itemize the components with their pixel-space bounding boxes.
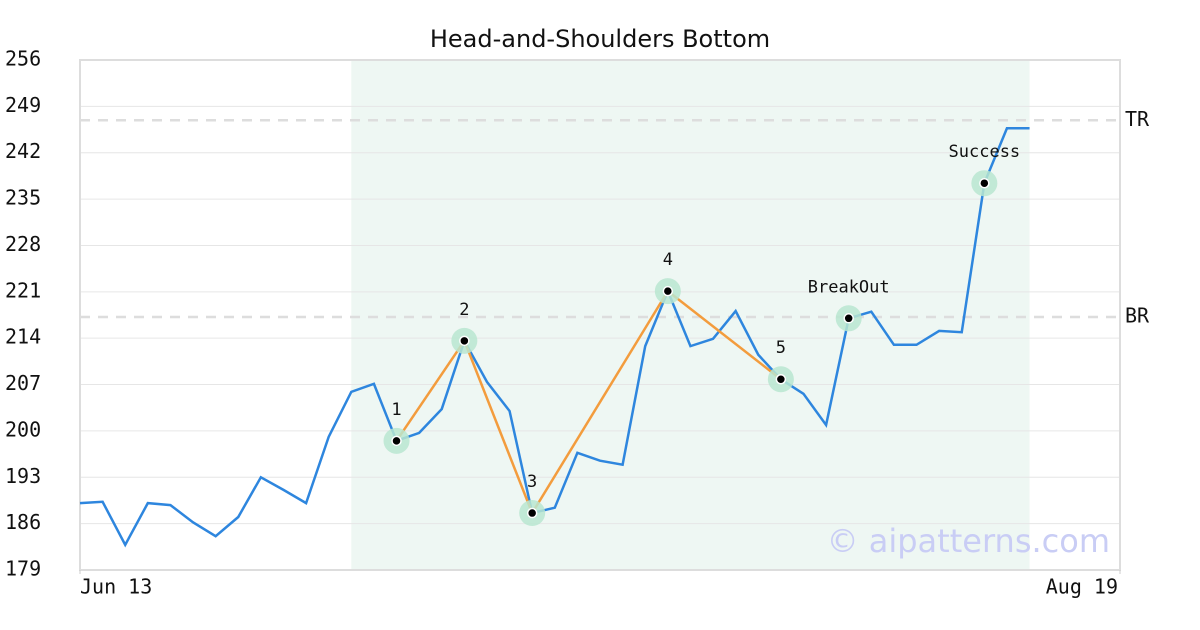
price-line [79,126,1030,548]
y-tick-label: 228 [5,232,41,256]
point-marker [526,507,538,519]
point-marker [459,335,470,347]
point-label: BreakOut [808,277,890,297]
y-tick-label: 249 [5,93,41,117]
point-marker [979,177,990,189]
point-marker [843,313,854,324]
point-label: Success [949,142,1021,162]
y-tick-label: 214 [5,325,41,349]
pattern-line [667,290,782,381]
point-label: 3 [527,472,537,492]
point-label: 2 [459,300,469,320]
y-tick-label: 207 [5,371,41,395]
pattern-line [531,290,669,514]
point-marker [662,285,674,297]
chart-title: Head-and-Shoulders Bottom [430,25,770,53]
y-tick-label: 221 [5,278,41,302]
level-label: BR [1125,303,1150,327]
x-tick-label: Aug 19 [1046,575,1118,599]
pattern-line [395,340,466,442]
point-marker [391,435,402,447]
y-tick-label: 242 [5,139,41,163]
point-label: 4 [663,250,673,270]
y-tick-label: 235 [5,186,41,210]
y-tick-label: 256 [5,47,41,71]
point-label: 1 [391,400,401,420]
pattern-line [463,340,534,514]
highlight-region [351,60,1030,570]
y-tick-label: 193 [5,464,41,488]
point-marker [775,373,787,385]
level-label: TR [1125,107,1150,131]
plot-border [79,59,1121,571]
x-tick-label: Jun 13 [80,575,152,599]
point-label: 5 [776,338,786,358]
watermark: © aipatterns.com [827,522,1110,560]
y-tick-label: 186 [5,510,41,534]
y-tick-label: 179 [5,557,41,581]
y-tick-label: 200 [5,417,41,441]
